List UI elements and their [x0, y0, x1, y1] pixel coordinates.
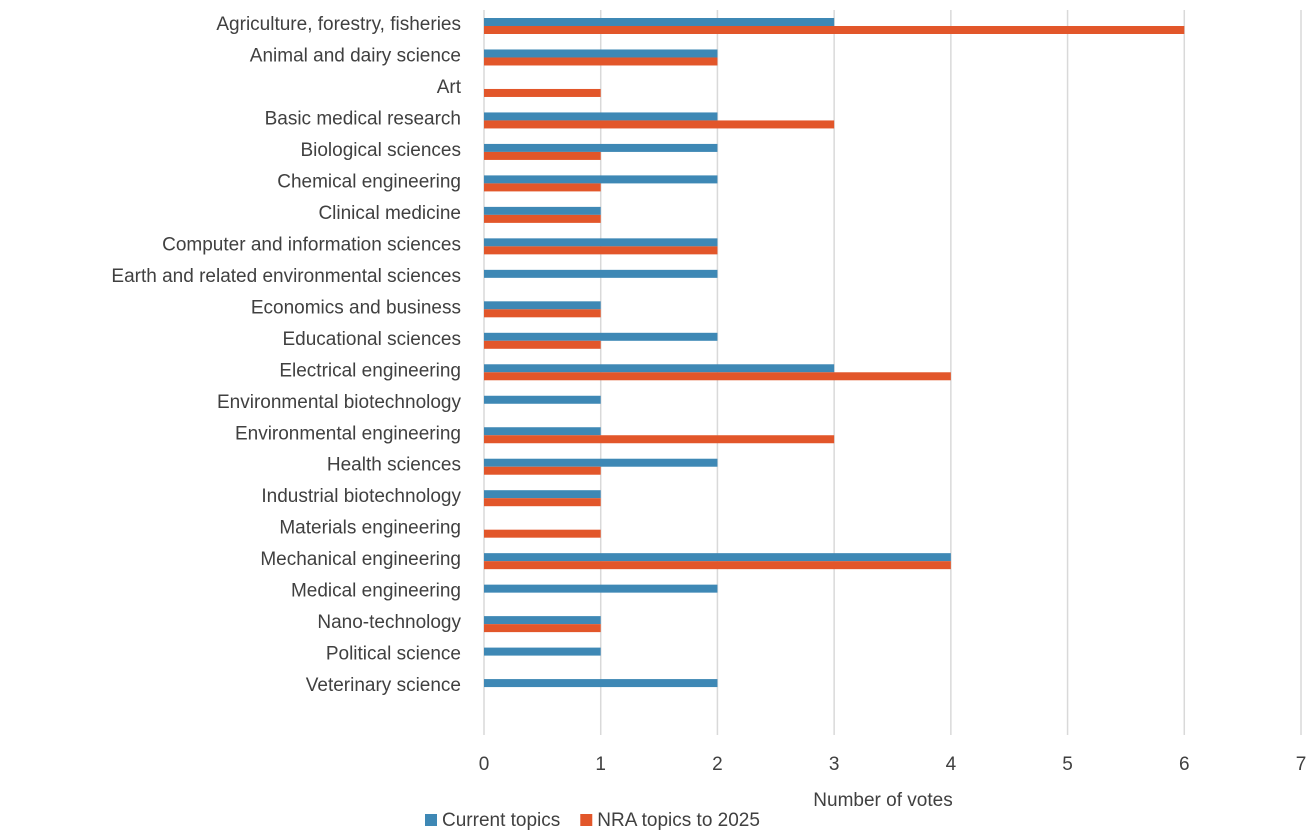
- bar: [484, 498, 601, 507]
- bar: [484, 427, 601, 436]
- y-tick-label: Animal and dairy science: [250, 45, 461, 66]
- bar: [484, 49, 718, 58]
- x-tick-label: 3: [829, 754, 840, 775]
- bar: [484, 340, 601, 349]
- bar: [484, 214, 601, 223]
- y-tick-label: Agriculture, forestry, fisheries: [216, 14, 461, 35]
- x-tick-label: 7: [1296, 754, 1306, 775]
- bar: [484, 269, 718, 278]
- bar: [484, 584, 718, 593]
- y-tick-label: Basic medical research: [265, 108, 461, 129]
- y-tick-label: Medical engineering: [291, 581, 461, 602]
- y-tick-label: Art: [437, 77, 462, 98]
- y-tick-label: Mechanical engineering: [260, 549, 461, 570]
- bar: [484, 57, 718, 66]
- bar: [484, 309, 601, 318]
- bar: [484, 372, 951, 381]
- bar: [484, 466, 601, 475]
- y-tick-label: Chemical engineering: [277, 171, 461, 192]
- bar: [484, 246, 718, 255]
- bar: [484, 435, 835, 444]
- bar: [484, 332, 718, 341]
- y-tick-label: Clinical medicine: [318, 203, 461, 224]
- y-tick-label: Political science: [326, 644, 461, 665]
- legend-swatch: [580, 814, 593, 826]
- bar: [484, 206, 601, 215]
- legend-label: Current topics: [442, 810, 560, 831]
- x-tick-label: 6: [1179, 754, 1190, 775]
- bar: [484, 364, 835, 373]
- bar: [484, 647, 601, 656]
- bar: [484, 120, 835, 129]
- bar: [484, 112, 718, 121]
- y-tick-label: Economics and business: [251, 297, 461, 318]
- legend-label: NRA topics to 2025: [597, 810, 760, 831]
- y-tick-label: Materials engineering: [279, 518, 461, 539]
- bar: [484, 624, 601, 633]
- bar: [484, 88, 601, 97]
- bar: [484, 26, 1185, 34]
- bar: [484, 143, 718, 152]
- bar: [484, 553, 951, 562]
- y-tick-label: Electrical engineering: [279, 360, 461, 381]
- y-tick-label: Environmental engineering: [235, 423, 461, 444]
- bar: [484, 490, 601, 499]
- bar: [484, 458, 718, 467]
- bar: [484, 183, 601, 192]
- bar: [484, 301, 601, 310]
- x-tick-label: 2: [712, 754, 723, 775]
- y-tick-label: Industrial biotechnology: [261, 486, 461, 507]
- y-tick-label: Computer and information sciences: [162, 234, 461, 255]
- bar: [484, 18, 835, 26]
- legend-swatch: [425, 814, 437, 826]
- y-tick-label: Educational sciences: [283, 329, 462, 350]
- x-tick-label: 0: [479, 754, 490, 775]
- bar: [484, 529, 601, 538]
- x-tick-label: 1: [595, 754, 606, 775]
- bar: [484, 175, 718, 184]
- bar: [484, 151, 601, 160]
- y-tick-label: Nano-technology: [317, 612, 461, 633]
- bar: [484, 238, 718, 247]
- bar: [484, 395, 601, 404]
- y-tick-label: Earth and related environmental sciences: [111, 266, 461, 287]
- y-tick-label: Biological sciences: [300, 140, 461, 161]
- y-tick-label: Health sciences: [327, 455, 461, 476]
- bar: [484, 616, 601, 625]
- y-tick-label: Veterinary science: [306, 675, 461, 696]
- y-tick-label: Environmental biotechnology: [217, 392, 461, 413]
- bar: [484, 679, 718, 688]
- x-axis-title: Number of votes: [813, 790, 952, 811]
- x-tick-label: 5: [1062, 754, 1073, 775]
- x-tick-label: 4: [946, 754, 957, 775]
- bar: [484, 561, 951, 570]
